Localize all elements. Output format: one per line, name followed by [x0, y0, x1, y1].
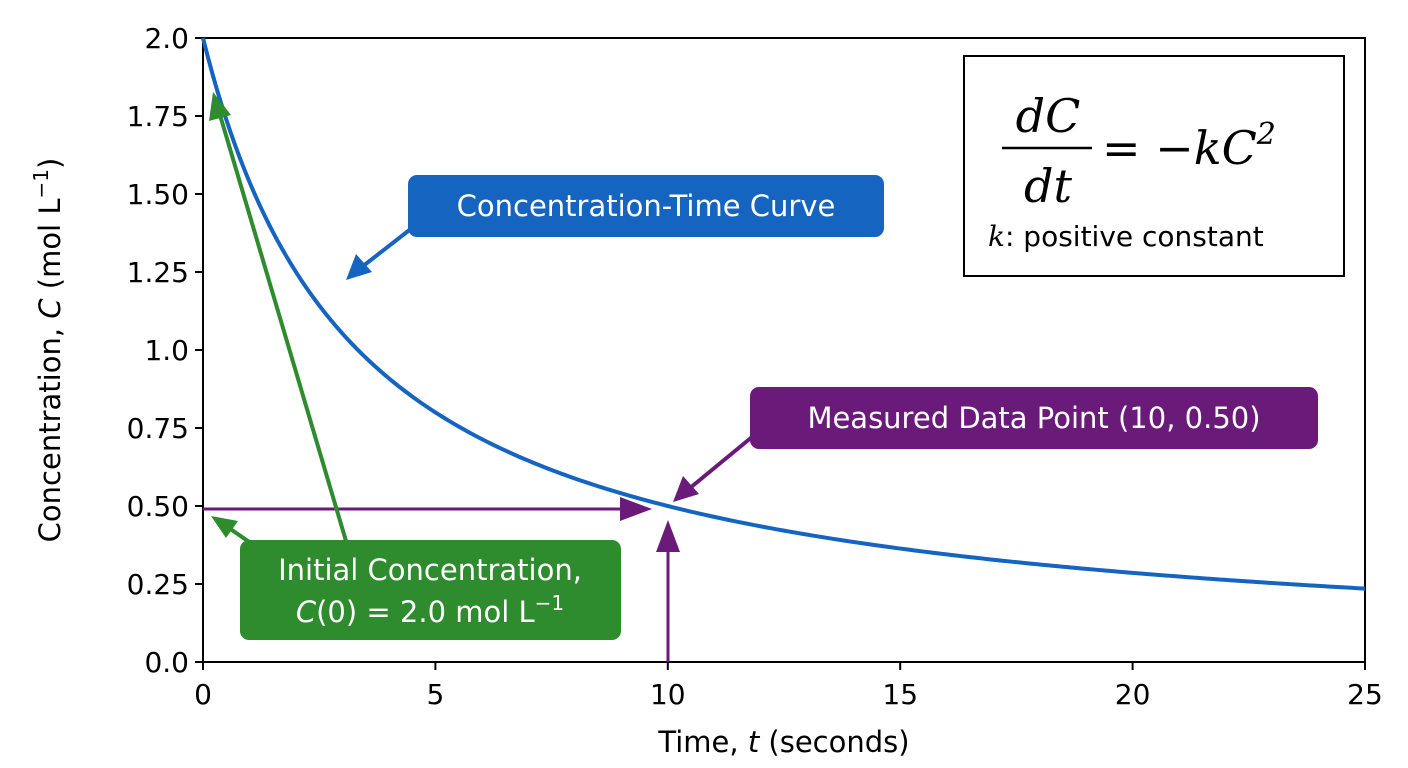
data-point-annotation-arrow — [688, 435, 754, 490]
y-axis-label: Concentration, C (mol L−1) — [29, 158, 67, 543]
x-tick-label: 10 — [650, 678, 686, 711]
y-tick-label: 0.0 — [144, 646, 189, 679]
measured-point-guides — [203, 497, 680, 662]
equation-numerator: dC — [1016, 89, 1081, 143]
initial-to-top-arrowhead — [209, 92, 231, 121]
y-tick-label: 1.50 — [127, 178, 189, 211]
initial-annotation-line1: Initial Concentration, — [278, 553, 582, 587]
equation-rhs: = −kC2 — [1102, 117, 1276, 175]
initial-annotation-box — [240, 540, 621, 640]
initial-annotation-line2: C(0) = 2.0 mol L−1 — [296, 591, 564, 629]
y-tick-label: 0.75 — [127, 412, 189, 445]
data-point-annotation-box — [750, 387, 1318, 449]
x-tick-label: 5 — [426, 678, 444, 711]
y-tick-label: 1.75 — [127, 100, 189, 133]
y-tick-label: 1.25 — [127, 256, 189, 289]
curve-annotation-box — [408, 175, 884, 237]
equation-denominator: dt — [1024, 159, 1072, 213]
curve-annotation-arrow — [356, 226, 414, 272]
x-axis-label: Time, t (seconds) — [657, 725, 909, 759]
equation-note: k: positive constant — [988, 220, 1264, 253]
concentration-curve — [201, 37, 1366, 591]
data-point-annotation-arrowhead — [673, 476, 699, 502]
data-point-annotation-label: Measured Data Point (10, 0.50) — [807, 401, 1260, 435]
initial-to-axis-arrowhead — [211, 516, 238, 538]
x-tick-label: 20 — [1115, 678, 1151, 711]
x-tick-label: 25 — [1347, 678, 1383, 711]
y-tick-label: 0.50 — [127, 490, 189, 523]
horizontal-guide-arrowhead — [620, 497, 652, 521]
curve-annotation-label: Concentration-Time Curve — [457, 189, 836, 223]
y-tick-label: 2.0 — [144, 22, 189, 55]
initial-to-top-arrow — [218, 114, 348, 542]
x-tick-label: 0 — [194, 678, 212, 711]
initial-annotation: Initial Concentration, C(0) = 2.0 mol L−… — [209, 92, 621, 640]
equation-frame — [963, 55, 1345, 277]
curve-annotation: Concentration-Time Curve — [346, 175, 884, 280]
y-tick-label: 1.0 — [144, 334, 189, 367]
x-axis-ticks: 0 5 10 15 20 25 — [194, 662, 1383, 711]
equation-box: dC dt = −kC2 k: positive constant — [963, 55, 1345, 277]
y-tick-label: 0.25 — [127, 568, 189, 601]
vertical-guide-arrowhead — [656, 520, 680, 552]
x-tick-label: 15 — [882, 678, 918, 711]
curve-annotation-arrowhead — [346, 254, 372, 280]
data-point-annotation: Measured Data Point (10, 0.50) — [673, 387, 1318, 502]
y-axis-ticks: 0.0 0.25 0.50 0.75 1.0 1.25 1.50 1.75 2.0 — [127, 22, 203, 679]
